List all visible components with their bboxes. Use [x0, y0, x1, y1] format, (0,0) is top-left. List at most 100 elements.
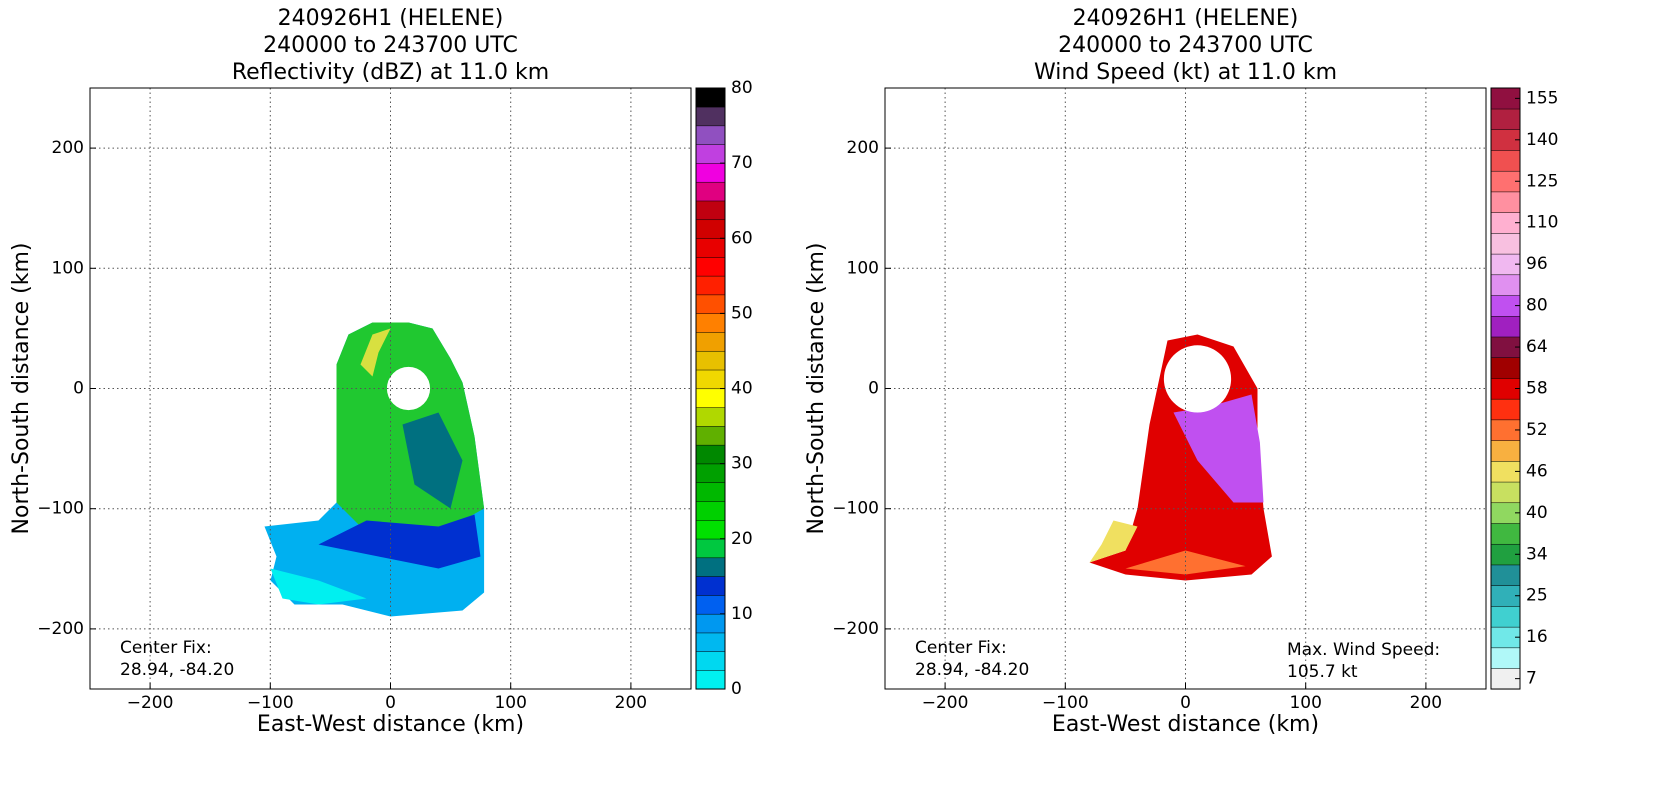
colorbar-label: 140	[1526, 130, 1558, 150]
colorbar-label: 58	[1526, 379, 1548, 399]
colorbar-band	[1490, 398, 1521, 421]
colorbar-band	[1490, 481, 1521, 504]
colorbar-band	[1490, 564, 1521, 586]
colorbar-label: 40	[731, 379, 753, 399]
y-tick-label: 0	[73, 379, 84, 399]
colorbar-band	[695, 331, 726, 352]
colorbar-band	[695, 125, 726, 145]
annotation: Center Fix:	[120, 638, 212, 658]
x-tick-label: 200	[1410, 693, 1442, 713]
colorbar-band	[695, 482, 726, 502]
annotation: Center Fix:	[915, 638, 1007, 658]
colorbar-band	[695, 538, 726, 559]
colorbar-band	[695, 444, 726, 465]
colorbar-label: 0	[731, 679, 742, 699]
annotation: 28.94, -84.20	[120, 660, 234, 680]
colorbar-label: 50	[731, 303, 753, 323]
colorbar-label: 25	[1526, 586, 1548, 606]
colorbar-label: 60	[731, 228, 753, 248]
colorbar-band	[695, 576, 726, 596]
x-tick-label: 200	[615, 693, 647, 713]
colorbar-band	[1490, 647, 1521, 669]
y-axis-label: North-South distance (km)	[804, 243, 829, 535]
colorbar-band	[1490, 149, 1521, 172]
colorbar-band	[695, 669, 726, 690]
colorbar-band	[695, 594, 726, 615]
colorbar-band	[695, 388, 726, 408]
colorbar-band	[695, 87, 726, 108]
colorbar-band	[1490, 191, 1521, 213]
colorbar-band	[695, 519, 726, 540]
chart-title: 240926H1 (HELENE)	[1073, 6, 1299, 31]
colorbar-band	[695, 350, 726, 371]
x-tick-label: −100	[247, 693, 294, 713]
colorbar-band	[1490, 232, 1521, 255]
colorbar-band	[695, 181, 726, 202]
colorbar-label: 80	[731, 78, 753, 98]
x-tick-label: 0	[385, 693, 396, 713]
x-tick-label: 0	[1180, 693, 1191, 713]
chart-title: 240000 to 243700 UTC	[263, 33, 518, 58]
colorbar-label: 20	[731, 529, 753, 549]
y-tick-label: 100	[847, 258, 879, 278]
colorbar-band	[695, 425, 726, 446]
colorbar-band	[1490, 315, 1521, 338]
colorbar-band	[695, 613, 726, 634]
colorbar-band	[695, 238, 726, 258]
colorbar-band	[695, 407, 726, 427]
colorbar-band	[695, 463, 726, 483]
reflectivity-field	[264, 322, 485, 617]
colorbar-band	[695, 256, 726, 277]
chart-title: 240926H1 (HELENE)	[278, 6, 504, 31]
y-tick-label: 0	[868, 379, 879, 399]
chart-title: 240000 to 243700 UTC	[1058, 33, 1313, 58]
colorbar-label: 70	[731, 153, 753, 173]
colorbar-band	[1490, 108, 1521, 130]
colorbar-band	[695, 651, 726, 671]
colorbar-band	[695, 294, 726, 314]
colorbar-label: 7	[1526, 669, 1537, 689]
y-tick-label: −200	[832, 619, 879, 639]
colorbar-label: 52	[1526, 420, 1548, 440]
plot-frame	[884, 87, 1487, 690]
annotation: 105.7 kt	[1287, 662, 1358, 682]
annotation: 28.94, -84.20	[915, 660, 1029, 680]
plot-frame	[89, 87, 692, 690]
y-axis-label: North-South distance (km)	[9, 243, 34, 535]
colorbar-label: 40	[1526, 503, 1548, 523]
colorbar-band	[695, 632, 726, 652]
colorbar-band	[695, 369, 726, 390]
colorbar-band	[695, 162, 726, 183]
x-tick-label: 100	[1289, 693, 1321, 713]
colorbar-band	[1490, 440, 1521, 462]
colorbar-band	[695, 275, 726, 296]
wind-field	[1089, 334, 1272, 581]
colorbar-band	[1490, 522, 1521, 545]
colorbar-label: 110	[1526, 213, 1558, 233]
y-tick-label: 100	[52, 258, 84, 278]
colorbar-band	[695, 200, 726, 221]
chart-title: Reflectivity (dBZ) at 11.0 km	[232, 60, 549, 85]
colorbar-band	[1490, 605, 1521, 628]
colorbar-label: 64	[1526, 337, 1548, 357]
y-tick-label: −200	[37, 619, 84, 639]
colorbar-label: 16	[1526, 627, 1548, 647]
x-axis-label: East-West distance (km)	[1052, 712, 1319, 737]
y-tick-label: 200	[847, 138, 879, 158]
colorbar-label: 46	[1526, 461, 1548, 481]
colorbar-band	[695, 106, 726, 127]
colorbar-band	[695, 313, 726, 333]
y-tick-label: −100	[832, 499, 879, 519]
colorbar-band	[695, 144, 726, 164]
colorbar-band	[1490, 274, 1521, 296]
colorbar-label: 155	[1526, 88, 1558, 108]
y-tick-label: 200	[52, 138, 84, 158]
colorbar-label: 10	[731, 604, 753, 624]
x-tick-label: 100	[494, 693, 526, 713]
y-tick-label: −100	[37, 499, 84, 519]
colorbar-label: 80	[1526, 296, 1548, 316]
x-axis-label: East-West distance (km)	[257, 712, 524, 737]
colorbar-band	[695, 500, 726, 521]
annotation: Max. Wind Speed:	[1287, 640, 1440, 660]
